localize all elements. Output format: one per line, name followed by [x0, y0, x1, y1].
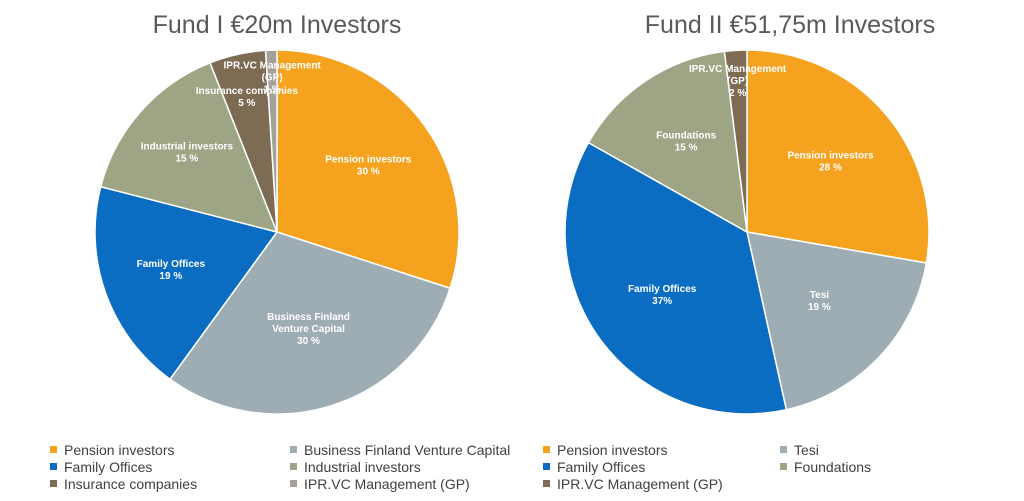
pie-slice-foundations: [587, 50, 748, 234]
pie-slice-pension-investors: [746, 49, 930, 264]
chart-title: Fund II €51,75m Investors: [645, 11, 935, 39]
fund-2-pie-chart: Fund II €51,75m Investors Pension invest…: [543, 11, 935, 492]
legend-label: IPR.VC Management (GP): [557, 476, 723, 492]
fund-1-pie-chart: Fund I €20m Investors Pension investors 3…: [50, 11, 510, 492]
pie-slice-family-offices: [564, 141, 788, 415]
legend-label: Pension investors: [64, 442, 175, 458]
slice-label-business-finland-venture-capital: Business Finland Venture Capital 30 %: [267, 312, 350, 347]
pie-slice-industrial-investors: [99, 61, 279, 234]
legend-label: Foundations: [794, 459, 871, 475]
legend-swatch: [290, 480, 297, 487]
pie-slice-business-finland-venture-capital: [168, 231, 452, 415]
legend-label: IPR.VC Management (GP): [304, 476, 470, 492]
legend-item-insurance-companies: Insurance companies: [50, 476, 197, 492]
pie-slice-ipr-vc-management-gp: [264, 49, 278, 233]
slice-label-foundations: Foundations 15 %: [656, 130, 716, 153]
slice-label-family-offices: Family Offices 37%: [628, 284, 697, 307]
slice-label-pension-investors: Pension investors 28 %: [787, 151, 874, 174]
pie-slice-family-offices: [94, 185, 279, 381]
legend-swatch: [50, 480, 57, 487]
legend-item-industrial-investors: Industrial investors: [290, 459, 421, 475]
legend-item-ipr-vc-management-gp: IPR.VC Management (GP): [543, 476, 723, 492]
legend-swatch: [780, 463, 787, 470]
pie-slice-tesi: [746, 231, 928, 411]
legend-item-ipr-vc-management-gp: IPR.VC Management (GP): [290, 476, 470, 492]
legend-swatch: [290, 446, 297, 453]
legend-label: Insurance companies: [64, 476, 197, 492]
legend-label: Family Offices: [64, 459, 152, 475]
slice-label-family-offices: Family Offices 19 %: [137, 259, 206, 282]
legend-item-tesi: Tesi: [780, 442, 819, 458]
legend-item-family-offices: Family Offices: [50, 459, 152, 475]
slice-label-pension-investors: Pension investors 30 %: [325, 155, 412, 178]
chart-title: Fund I €20m Investors: [153, 11, 402, 39]
legend-swatch: [290, 463, 297, 470]
slice-label-insurance-companies: Insurance companies 5 %: [196, 86, 299, 109]
legend-label: Family Offices: [557, 459, 645, 475]
legend-swatch: [543, 480, 550, 487]
pie-slice-ipr-vc-management-gp: [723, 49, 748, 233]
slice-label-ipr-vc-management-gp: IPR.VC Management (GP) 2 %: [689, 64, 787, 99]
slice-label-industrial-investors: Industrial investors 15 %: [141, 142, 234, 165]
legend-swatch: [50, 463, 57, 470]
legend-label: Tesi: [794, 442, 819, 458]
pie-slice-pension-investors: [276, 49, 460, 290]
legend-label: Business Finland Venture Capital: [304, 442, 510, 458]
legend-item-foundations: Foundations: [780, 459, 871, 475]
legend-item-pension-investors: Pension investors: [543, 442, 668, 458]
legend-item-family-offices: Family Offices: [543, 459, 645, 475]
legend-label: Pension investors: [557, 442, 668, 458]
legend-swatch: [543, 463, 550, 470]
legend-swatch: [780, 446, 787, 453]
slice-label-ipr-vc-management-gp: IPR.VC Management (GP) 1 %: [224, 60, 322, 95]
slice-label-tesi: Tesi 19 %: [808, 290, 831, 313]
legend-label: Industrial investors: [304, 459, 421, 475]
legend-item-pension-investors: Pension investors: [50, 442, 175, 458]
legend-swatch: [50, 446, 57, 453]
legend-item-business-finland-venture-capital: Business Finland Venture Capital: [290, 442, 510, 458]
legend-swatch: [543, 446, 550, 453]
